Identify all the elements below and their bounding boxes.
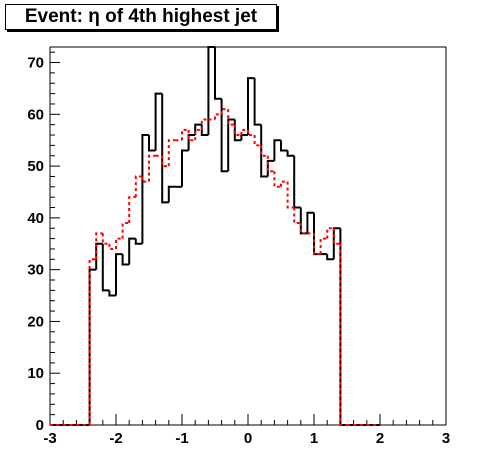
- histogram-bin: [95, 232, 103, 260]
- histogram-bin: [266, 155, 275, 173]
- chart-title: Event: η of 4th highest jet: [5, 4, 277, 30]
- histogram-series-1: [50, 46, 380, 426]
- x-tick-label: 3: [442, 430, 450, 447]
- histogram-bin: [214, 113, 222, 120]
- x-tick-label: -3: [43, 430, 56, 447]
- histogram-bin: [121, 254, 130, 266]
- histogram-bin: [326, 254, 334, 261]
- histogram-bin: [306, 211, 314, 234]
- histogram-bin: [280, 180, 288, 187]
- y-tick-label: 50: [27, 158, 44, 175]
- histogram-bin: [141, 176, 149, 183]
- histogram-bin: [227, 118, 235, 172]
- histogram-bin: [200, 118, 209, 130]
- histogram-bin: [240, 128, 248, 136]
- histogram-bin: [88, 258, 97, 425]
- histogram-bin: [280, 140, 288, 152]
- histogram-bin: [247, 77, 255, 136]
- histogram-bin: [286, 150, 295, 157]
- histogram-bin: [273, 171, 281, 188]
- histogram-bin: [115, 237, 123, 249]
- histogram-bin: [108, 243, 116, 250]
- histogram-bin: [95, 242, 103, 270]
- histogram-bin: [286, 181, 295, 209]
- x-tick-label: -2: [109, 430, 122, 447]
- histogram-bin: [260, 145, 268, 157]
- histogram-bin: [141, 134, 149, 244]
- histogram-bin: [115, 253, 123, 296]
- histogram-bin: [134, 238, 143, 245]
- histogram-bin: [134, 175, 143, 198]
- histogram-bin: [319, 237, 328, 255]
- histogram-bin: [148, 135, 156, 152]
- histogram-bin: [108, 290, 116, 297]
- histogram-bin: [207, 46, 215, 136]
- histogram-bin: [128, 237, 136, 265]
- histogram-bin: [253, 78, 262, 126]
- histogram-bin: [339, 243, 347, 426]
- histogram-bin: [88, 268, 97, 425]
- histogram-bin: [313, 233, 321, 256]
- histogram-bin: [101, 243, 110, 292]
- histogram-bin: [167, 139, 176, 167]
- histogram-bin: [220, 108, 229, 115]
- y-tick-label: 40: [27, 210, 44, 227]
- x-tick-label: -1: [175, 430, 188, 447]
- histogram-series-2: [50, 108, 380, 426]
- y-tick-label: 0: [36, 417, 44, 434]
- histogram-bin: [247, 129, 255, 137]
- histogram-bin: [266, 159, 275, 177]
- y-tick-label: 10: [27, 365, 44, 382]
- histogram-bin: [187, 134, 196, 151]
- y-tick-label: 30: [27, 262, 44, 279]
- y-tick-label: 20: [27, 313, 44, 330]
- histogram-bin: [253, 135, 262, 147]
- y-tick-label: 60: [27, 106, 44, 123]
- histogram-bin: [128, 196, 136, 224]
- histogram-bin: [167, 185, 176, 203]
- histogram-bin: [293, 207, 301, 225]
- histogram-bin: [260, 124, 268, 178]
- histogram-bin: [299, 223, 308, 235]
- y-axis: 0 10 20 30 40 50 60 70: [27, 51, 60, 434]
- histogram-bin: [121, 222, 130, 239]
- series-layer: [50, 46, 380, 426]
- histogram-bin: [332, 228, 341, 245]
- histogram-bin: [214, 47, 222, 100]
- histogram-bin: [181, 149, 189, 187]
- x-axis: -3 -2 -1 0 1 2 3: [43, 414, 450, 447]
- histogram-bin: [240, 134, 248, 141]
- histogram-bin: [293, 155, 301, 209]
- histogram-bin: [181, 128, 189, 141]
- histogram-bin: [220, 98, 229, 173]
- histogram-bin: [273, 139, 281, 161]
- x-tick-label: 0: [244, 430, 252, 447]
- histogram-bin: [148, 154, 156, 182]
- histogram-bin: [326, 227, 334, 239]
- histogram-bin: [161, 93, 169, 204]
- histogram-bin: [227, 109, 235, 126]
- histogram-bin: [194, 128, 202, 141]
- histogram-bin: [101, 233, 110, 245]
- histogram-bin: [233, 124, 242, 137]
- x-tick-label: 2: [376, 430, 384, 447]
- y-tick-label: 70: [27, 55, 44, 72]
- histogram-bin: [187, 129, 196, 142]
- histogram-bin: [161, 155, 169, 168]
- x-tick-label: 1: [310, 430, 318, 447]
- histogram-bin: [154, 92, 163, 151]
